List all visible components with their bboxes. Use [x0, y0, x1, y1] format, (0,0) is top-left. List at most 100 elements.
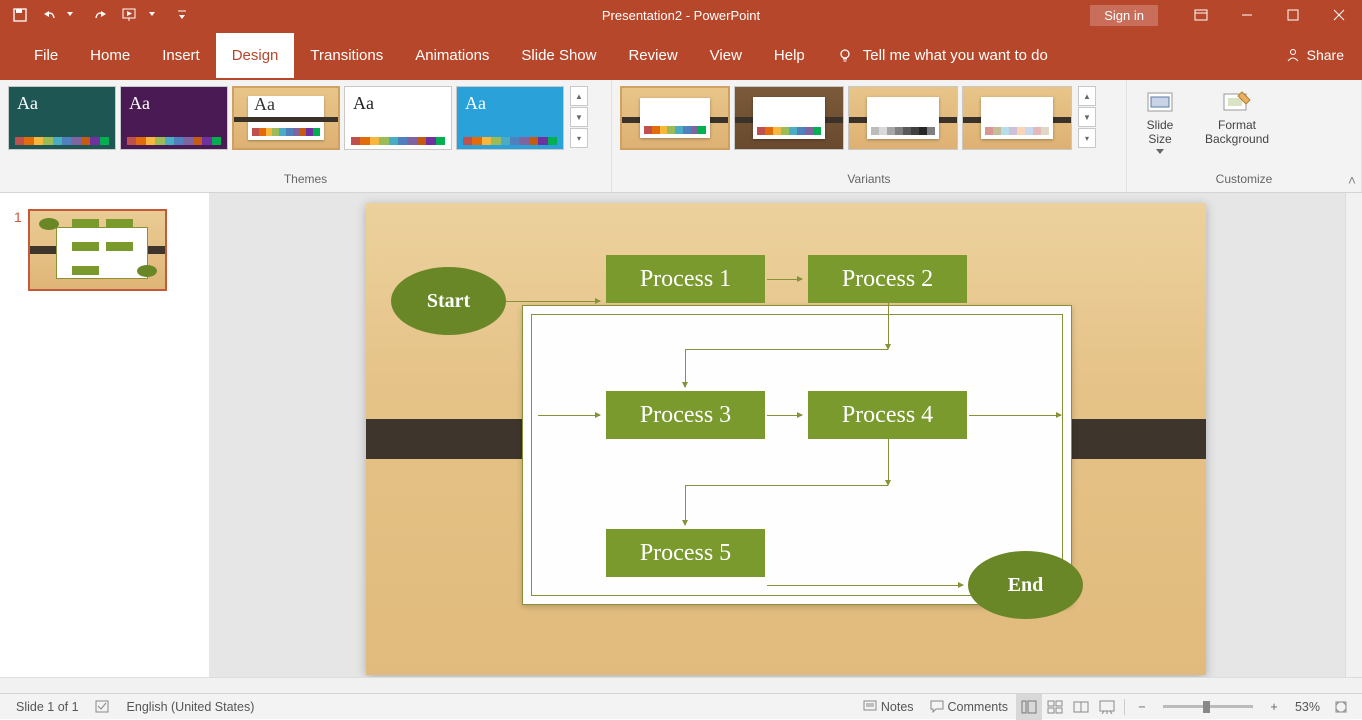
comments-button[interactable]: Comments — [922, 694, 1016, 719]
tab-home[interactable]: Home — [74, 33, 146, 78]
share-icon — [1285, 47, 1301, 63]
theme-thumb[interactable]: Aa — [344, 86, 452, 150]
slide-size-label: Slide Size — [1147, 118, 1174, 147]
slide-sorter-view-icon[interactable] — [1042, 694, 1068, 720]
qat-customize-icon[interactable] — [174, 7, 190, 23]
undo-dropdown-icon[interactable] — [62, 7, 78, 23]
connector — [888, 303, 889, 349]
ribbon-tabs: File Home Insert Design Transitions Anim… — [0, 30, 1362, 80]
slideshow-view-icon[interactable] — [1094, 694, 1120, 720]
format-background-icon — [1222, 90, 1252, 116]
language-status[interactable]: English (United States) — [119, 694, 263, 719]
connector — [685, 349, 686, 387]
save-icon[interactable] — [12, 7, 28, 23]
zoom-slider[interactable] — [1163, 705, 1253, 708]
redo-icon[interactable] — [92, 7, 108, 23]
tab-slideshow[interactable]: Slide Show — [505, 33, 612, 78]
slide-size-icon — [1145, 90, 1175, 116]
undo-icon[interactable] — [42, 7, 58, 23]
slide-size-button[interactable]: Slide Size — [1135, 86, 1185, 158]
tab-help[interactable]: Help — [758, 33, 821, 78]
close-icon[interactable] — [1316, 0, 1362, 30]
flowchart-process-5[interactable]: Process 5 — [606, 529, 765, 577]
theme-thumb[interactable]: Aa — [232, 86, 340, 150]
tab-insert[interactable]: Insert — [146, 33, 216, 78]
start-from-beginning-icon[interactable] — [122, 7, 138, 23]
notes-button[interactable]: Notes — [855, 694, 922, 719]
slide-counter[interactable]: Slide 1 of 1 — [8, 694, 87, 719]
variant-thumb[interactable] — [620, 86, 730, 150]
flowchart-process-1[interactable]: Process 1 — [606, 255, 765, 303]
variants-group: ▲▼▾ Variants — [612, 80, 1127, 192]
tab-file[interactable]: File — [18, 33, 74, 78]
flowchart-end[interactable]: End — [968, 551, 1083, 619]
normal-view-icon[interactable] — [1016, 694, 1042, 720]
format-background-label: Format Background — [1205, 118, 1269, 147]
zoom-level[interactable]: 53% — [1287, 694, 1328, 719]
tab-design[interactable]: Design — [216, 33, 295, 78]
ribbon-content: AaAaAaAaAa▲▼▾ Themes ▲▼▾ Variants Slide … — [0, 80, 1362, 193]
slide-editor[interactable]: Start Process 1 Process 2 Process 3 Proc… — [210, 193, 1362, 677]
sign-in-button[interactable]: Sign in — [1090, 5, 1158, 26]
divider — [1124, 699, 1125, 715]
slide-thumbnail-panel: 1 — [0, 193, 210, 677]
variants-group-label: Variants — [620, 172, 1118, 190]
flowchart-start[interactable]: Start — [391, 267, 506, 335]
tab-animations[interactable]: Animations — [399, 33, 505, 78]
comments-label: Comments — [948, 700, 1008, 714]
window-controls: Sign in — [1090, 0, 1362, 30]
theme-thumb[interactable]: Aa — [8, 86, 116, 150]
notes-label: Notes — [881, 700, 914, 714]
customize-group-label: Customize — [1135, 172, 1353, 190]
tab-review[interactable]: Review — [612, 33, 693, 78]
minimize-icon[interactable] — [1224, 0, 1270, 30]
lightbulb-icon — [837, 47, 853, 63]
flowchart-process-3[interactable]: Process 3 — [606, 391, 765, 439]
tell-me[interactable]: Tell me what you want to do — [821, 33, 1064, 78]
variant-thumb[interactable] — [962, 86, 1072, 150]
connector — [767, 585, 963, 586]
connector — [767, 279, 802, 280]
spell-check-icon[interactable] — [87, 694, 119, 719]
maximize-icon[interactable] — [1270, 0, 1316, 30]
tell-me-label: Tell me what you want to do — [863, 47, 1048, 64]
zoom-out-button[interactable]: − — [1129, 694, 1155, 720]
connector — [685, 485, 888, 486]
share-button[interactable]: Share — [1285, 47, 1344, 63]
horizontal-scrollbar[interactable] — [0, 677, 1362, 693]
zoom-in-button[interactable]: + — [1261, 694, 1287, 720]
ribbon-display-icon[interactable] — [1178, 0, 1224, 30]
quick-access-toolbar — [0, 7, 190, 23]
slide-canvas[interactable]: Start Process 1 Process 2 Process 3 Proc… — [366, 203, 1206, 675]
connector — [685, 485, 686, 525]
connector — [685, 349, 888, 350]
variant-thumb[interactable] — [848, 86, 958, 150]
connector — [538, 415, 600, 416]
customize-group: Slide Size Format Background Customize — [1127, 80, 1362, 192]
connector — [767, 415, 802, 416]
qat-dropdown-icon[interactable] — [144, 7, 160, 23]
slide-thumbnail[interactable] — [28, 209, 167, 291]
theme-thumb[interactable]: Aa — [456, 86, 564, 150]
variants-gallery-scroll[interactable]: ▲▼▾ — [1078, 86, 1096, 148]
tab-view[interactable]: View — [694, 33, 758, 78]
connector — [888, 439, 889, 485]
themes-gallery-scroll[interactable]: ▲▼▾ — [570, 86, 588, 148]
fit-to-window-icon[interactable] — [1328, 694, 1354, 720]
slide-number: 1 — [14, 209, 22, 225]
theme-thumb[interactable]: Aa — [120, 86, 228, 150]
status-bar: Slide 1 of 1 English (United States) Not… — [0, 693, 1362, 719]
connector — [506, 301, 600, 302]
format-background-button[interactable]: Format Background — [1195, 86, 1279, 158]
flowchart-process-4[interactable]: Process 4 — [808, 391, 967, 439]
tab-transitions[interactable]: Transitions — [294, 33, 399, 78]
title-bar: Presentation2 - PowerPoint Sign in — [0, 0, 1362, 30]
collapse-ribbon-icon[interactable]: ˄ — [1348, 172, 1356, 188]
variant-thumb[interactable] — [734, 86, 844, 150]
share-label: Share — [1307, 47, 1344, 63]
reading-view-icon[interactable] — [1068, 694, 1094, 720]
flowchart-process-2[interactable]: Process 2 — [808, 255, 967, 303]
chevron-down-icon — [1156, 149, 1164, 154]
window-title: Presentation2 - PowerPoint — [602, 8, 760, 23]
connector — [969, 415, 1061, 416]
